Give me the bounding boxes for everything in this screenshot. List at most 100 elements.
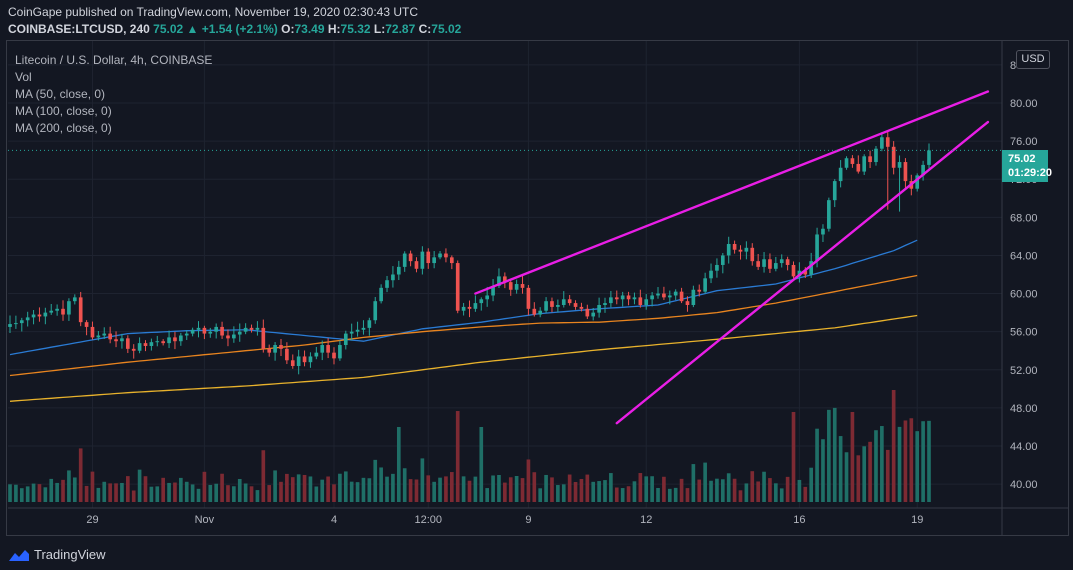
candle-body bbox=[744, 247, 749, 252]
volume-bar bbox=[856, 455, 861, 502]
candle-body bbox=[314, 352, 319, 357]
volume-bar bbox=[467, 480, 472, 502]
candle-body bbox=[679, 291, 684, 302]
volume-bar bbox=[338, 473, 342, 502]
volume-bar bbox=[285, 473, 289, 502]
candle-body bbox=[850, 158, 855, 164]
candle-body bbox=[891, 146, 896, 168]
volume-bar bbox=[915, 431, 920, 502]
symbol: COINBASE:LTCUSD, 240 bbox=[8, 22, 150, 36]
candle-body bbox=[25, 317, 30, 321]
candle-body bbox=[720, 255, 725, 265]
candle-body bbox=[179, 335, 183, 342]
volume-bar bbox=[656, 487, 660, 502]
volume-bar bbox=[720, 479, 725, 502]
candle-body bbox=[279, 345, 283, 349]
volume-bar bbox=[226, 485, 230, 502]
volume-bar bbox=[603, 480, 607, 502]
volume-bar bbox=[632, 481, 637, 502]
candle-body bbox=[738, 249, 743, 252]
ma50-line bbox=[9, 239, 918, 356]
volume-bar bbox=[491, 475, 495, 502]
volume-bar bbox=[296, 474, 301, 502]
candle-body bbox=[90, 326, 95, 338]
footer-brand[interactable]: TradingView bbox=[8, 547, 106, 562]
legend-ma100: MA (100, close, 0) bbox=[15, 104, 112, 118]
candle-body bbox=[108, 333, 112, 340]
volume-bar bbox=[573, 482, 578, 502]
volume-bar bbox=[167, 482, 171, 502]
high-label: H: bbox=[327, 22, 341, 36]
volume-bar bbox=[891, 390, 896, 502]
arrow-up-icon: ▲ bbox=[186, 22, 199, 36]
candle-body bbox=[897, 162, 902, 168]
volume-bar bbox=[579, 478, 584, 502]
x-tick-label: 16 bbox=[793, 514, 805, 526]
x-tick-label: 9 bbox=[525, 514, 531, 526]
candle-body bbox=[774, 263, 778, 269]
volume-bar bbox=[19, 488, 24, 502]
candle-body bbox=[385, 280, 389, 288]
volume-bar bbox=[25, 486, 30, 502]
candle-body bbox=[255, 327, 260, 330]
currency-button[interactable]: USD bbox=[1016, 50, 1050, 69]
candle-body bbox=[479, 299, 484, 304]
volume-bar bbox=[149, 486, 154, 502]
publish-info: CoinGape published on TradingView.com, N… bbox=[8, 5, 419, 19]
volume-bar bbox=[479, 427, 484, 502]
volume-bar bbox=[567, 474, 572, 502]
candle-body bbox=[320, 345, 325, 353]
candle-body bbox=[167, 337, 171, 344]
volume-bar bbox=[190, 484, 195, 502]
candle-body bbox=[61, 308, 65, 315]
candle-body bbox=[355, 329, 360, 332]
candle-body bbox=[261, 327, 266, 349]
low-label: L: bbox=[373, 22, 386, 36]
price-tag-value: 75.02 bbox=[1008, 153, 1036, 165]
price-tag: 75.02 01:29:20 bbox=[1002, 150, 1052, 182]
volume-bar bbox=[785, 476, 790, 502]
trendline-upper bbox=[474, 90, 990, 295]
candle-body bbox=[809, 261, 814, 275]
candle-body bbox=[326, 345, 330, 353]
candle-body bbox=[715, 264, 719, 271]
volume-bar bbox=[78, 448, 83, 502]
volume-bar bbox=[72, 477, 77, 502]
volume-bar bbox=[597, 481, 601, 502]
volume-bar bbox=[261, 450, 266, 502]
volume-bar bbox=[408, 479, 413, 502]
volume-bar bbox=[697, 479, 702, 502]
volume-bar bbox=[909, 418, 914, 502]
high-value: 75.32 bbox=[340, 22, 371, 36]
candle-body bbox=[709, 270, 713, 279]
candle-body bbox=[785, 259, 790, 265]
candle-body bbox=[656, 293, 660, 296]
candle-body bbox=[444, 253, 448, 258]
volume-bar bbox=[67, 470, 71, 502]
candle-body bbox=[703, 278, 707, 292]
volume-bar bbox=[61, 479, 65, 502]
y-tick-label: 76.00 bbox=[1010, 136, 1038, 148]
candle-body bbox=[921, 164, 925, 176]
candle-body bbox=[343, 333, 348, 346]
volume-bar bbox=[756, 481, 760, 502]
tradingview-logo-icon bbox=[9, 549, 29, 561]
volume-bar bbox=[803, 486, 808, 502]
candle-body bbox=[750, 247, 755, 262]
volume-bar bbox=[249, 486, 254, 502]
volume-bar bbox=[161, 477, 165, 502]
y-tick-label: 60.00 bbox=[1010, 289, 1038, 301]
candle-body bbox=[78, 297, 83, 323]
volume-bar bbox=[273, 470, 277, 502]
y-tick-label: 64.00 bbox=[1010, 250, 1038, 262]
candle-body bbox=[927, 150, 931, 165]
volume-bar bbox=[243, 483, 248, 502]
x-tick-label: 12 bbox=[640, 514, 652, 526]
last-price: 75.02 bbox=[153, 22, 184, 36]
y-tick-label: 40.00 bbox=[1010, 479, 1038, 491]
volume-bar bbox=[827, 409, 831, 502]
volume-bar bbox=[232, 486, 236, 502]
volume-bar bbox=[921, 421, 925, 502]
candle-body bbox=[514, 284, 519, 290]
